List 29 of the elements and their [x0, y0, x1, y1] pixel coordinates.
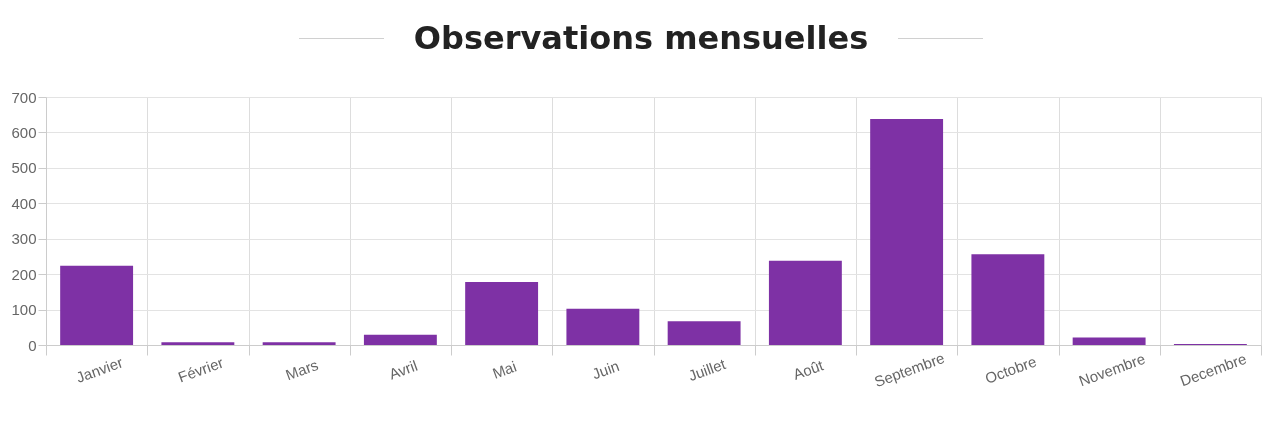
- y-tick-label: 200: [11, 265, 37, 283]
- x-tick-label: Avril: [386, 356, 420, 383]
- chart-title: Observations mensuelles: [413, 19, 869, 57]
- y-tick-label: 700: [11, 88, 37, 106]
- bar: [768, 260, 842, 345]
- x-tick-label: Février: [175, 353, 226, 386]
- y-tick-label: 600: [11, 123, 37, 141]
- x-tick-label: Juin: [589, 356, 622, 383]
- bar: [262, 342, 336, 345]
- bar: [60, 265, 134, 345]
- bar: [465, 281, 539, 345]
- y-tick-label: 400: [11, 194, 37, 212]
- y-tick-label: 300: [11, 230, 37, 248]
- x-tick-label: Mai: [490, 357, 519, 382]
- y-tick-label: 0: [28, 336, 37, 354]
- bar: [1072, 337, 1146, 345]
- x-tick-label: Août: [790, 356, 827, 383]
- x-tick-label: Mars: [283, 355, 321, 384]
- y-tick-label: 100: [11, 301, 37, 319]
- bar: [161, 342, 235, 345]
- bar: [363, 334, 437, 345]
- bar: [971, 254, 1045, 345]
- x-tick-label: Juillet: [685, 354, 729, 385]
- bar: [870, 118, 944, 345]
- bar: [566, 308, 640, 345]
- y-tick-label: 500: [11, 159, 37, 177]
- bar: [667, 321, 741, 345]
- x-tick-label: Janvier: [73, 353, 125, 386]
- x-tick-label: Octobre: [982, 352, 1039, 387]
